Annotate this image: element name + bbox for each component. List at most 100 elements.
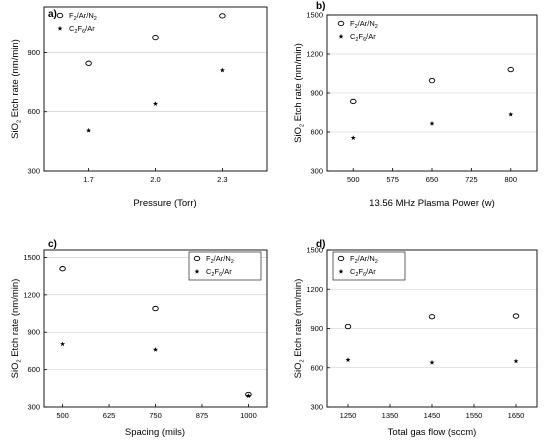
data-point-legend-0 — [193, 255, 201, 262]
x-tick-label: 1450 — [424, 411, 441, 420]
legend-subscript: 2 — [375, 24, 378, 30]
y-tick-label: 600 — [27, 107, 40, 116]
x-tick-label: 575 — [386, 175, 399, 184]
legend-subscript: 2 — [355, 24, 358, 30]
y-axis-label-run: SiO — [10, 123, 21, 139]
y-tick-label: 300 — [27, 403, 40, 412]
data-point-legend-1 — [338, 33, 344, 39]
y-axis-label-run: Etch rate (nm/min) — [10, 39, 21, 120]
legend-label: F2/Ar/N2 — [69, 11, 97, 22]
y-axis-label-run: Etch rate (nm/min) — [293, 279, 304, 360]
legend-text-run: C — [206, 267, 212, 276]
y-tick-label: 1500 — [23, 253, 40, 262]
x-tick-label: 725 — [465, 175, 478, 184]
legend-text-run: F — [214, 267, 219, 276]
legend-subscript: 2 — [211, 272, 214, 278]
legend-box — [188, 251, 262, 281]
panel-label: a) — [48, 9, 57, 20]
y-axis-label-run: Etch rate (nm/min) — [10, 279, 21, 360]
legend-subscript: 2 — [375, 259, 378, 265]
data-point-legend-0 — [337, 20, 345, 27]
data-point-s0 — [85, 60, 92, 66]
chart-panel-3: 300 600 900 1200 1500 500 625 750 875 1000 Spacing… — [10, 239, 268, 438]
legend-label: C2F6/Ar — [350, 267, 376, 278]
data-point-s1 — [429, 120, 435, 126]
data-point-s0 — [507, 66, 515, 73]
data-point-s1 — [153, 101, 158, 106]
y-tick-label: 1200 — [306, 50, 323, 59]
y-tick-label: 900 — [310, 89, 323, 98]
y-tick-label: 900 — [27, 48, 40, 57]
legend-subscript: 6 — [363, 37, 366, 43]
legend-subscript: 2 — [74, 16, 77, 22]
y-axis-label-subscript: 2 — [17, 120, 23, 123]
x-axis-label: Spacing (mils) — [125, 427, 185, 438]
y-tick-label: 300 — [310, 167, 323, 176]
legend-subscript: 6 — [363, 272, 366, 278]
data-point-s1 — [508, 111, 514, 117]
y-tick-label: 1200 — [23, 290, 40, 299]
x-tick-label: 1000 — [240, 411, 257, 420]
data-point-s0 — [219, 13, 226, 19]
y-axis-label-run: SiO — [10, 363, 21, 379]
data-point-s1 — [245, 393, 251, 398]
y-axis-label: SiO2 Etch rate (nm/min) — [10, 39, 23, 139]
panel-label: b) — [316, 1, 325, 12]
y-tick-label: 900 — [27, 328, 40, 337]
data-point-s0 — [512, 313, 520, 319]
data-point-s0 — [152, 34, 159, 41]
legend-text-run: /Ar — [222, 267, 232, 276]
x-tick-label: 1250 — [340, 411, 357, 420]
legend-text-run: /Ar/N — [77, 11, 94, 20]
legend-text-run: F — [77, 24, 82, 33]
legend-box — [332, 251, 406, 281]
y-axis-label-run: SiO — [293, 363, 304, 379]
panel-label: d) — [316, 239, 325, 250]
x-tick-label: 500 — [56, 411, 69, 420]
chart-panel-4: 300 600 900 1200 1500 1250 1350 1450 1550 1650 Tot… — [293, 239, 538, 438]
data-point-s0 — [59, 266, 66, 272]
legend-text-run: /Ar — [85, 24, 95, 33]
data-point-s1 — [429, 359, 435, 365]
data-point-s0 — [428, 78, 436, 84]
x-tick-label: 625 — [103, 411, 116, 420]
legend-text-run: /Ar/N — [358, 19, 375, 28]
data-point-s1 — [513, 358, 519, 364]
data-point-s0 — [428, 314, 436, 320]
legend-text-run: F — [69, 11, 74, 20]
x-axis-label: Pressure (Torr) — [133, 198, 196, 209]
legend-subscript: 6 — [219, 272, 222, 278]
y-axis-label-subscript: 2 — [300, 359, 306, 362]
data-point-legend-0 — [337, 255, 345, 262]
data-point-s0 — [344, 323, 352, 330]
legend-label: F2/Ar/N2 — [206, 254, 234, 265]
data-point-legend-1 — [57, 25, 63, 31]
chart-panel-2: 300 600 900 1200 1500 500 575 650 725 800 13.56 MH… — [293, 1, 538, 209]
data-point-s0 — [350, 98, 357, 105]
legend-label: C2F6/Ar — [350, 32, 376, 43]
y-tick-label: 900 — [310, 324, 323, 333]
data-point-s1 — [350, 135, 356, 140]
data-point-legend-1 — [194, 268, 200, 274]
x-tick-label: 750 — [149, 411, 162, 420]
legend-label: F2/Ar/N2 — [350, 19, 378, 30]
y-axis-label: SiO2 Etch rate (nm/min) — [293, 279, 306, 379]
x-tick-label: 1.7 — [83, 175, 93, 184]
y-tick-label: 600 — [310, 128, 323, 137]
y-axis-label-run: Etch rate (nm/min) — [293, 43, 304, 124]
legend-text-run: C — [350, 32, 356, 41]
panel-label: c) — [48, 239, 57, 250]
y-tick-label: 1200 — [306, 285, 323, 294]
legend-text-run: F — [350, 254, 355, 263]
x-tick-label: 800 — [504, 175, 517, 184]
y-axis-label-run: SiO — [293, 127, 304, 143]
legend-text-run: F — [350, 19, 355, 28]
legend-text-run: F — [358, 32, 363, 41]
x-tick-label: 1350 — [382, 411, 399, 420]
legend-text-run: C — [350, 267, 356, 276]
y-axis-label-subscript: 2 — [300, 124, 306, 127]
y-tick-label: 600 — [27, 365, 40, 374]
